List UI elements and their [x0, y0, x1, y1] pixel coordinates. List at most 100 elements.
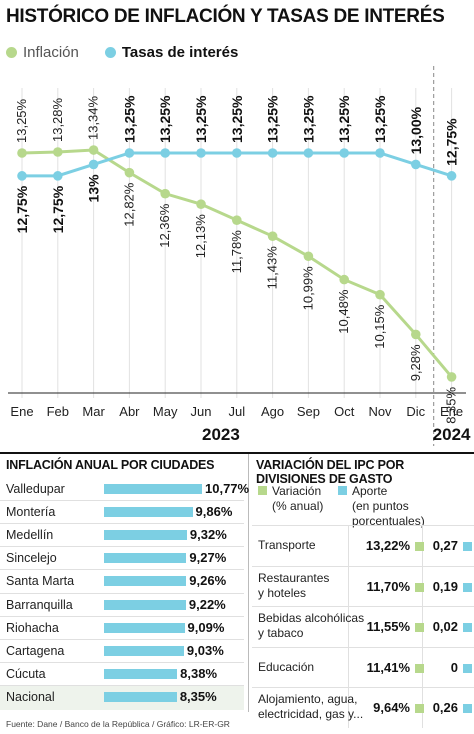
data-point-inflacion: [53, 147, 63, 157]
data-label-tasas: 12,75%: [444, 118, 460, 166]
city-bar: [104, 668, 178, 679]
city-value: 9,22%: [188, 596, 226, 612]
data-label-tasas: 13,25%: [157, 95, 173, 143]
ipc-category: Educación: [258, 659, 315, 674]
x-tick-label: Mar: [82, 404, 105, 419]
x-tick-label: Ago: [261, 404, 284, 419]
city-name: Sincelejo: [6, 551, 57, 566]
city-value: 8,38%: [180, 665, 218, 681]
city-row-separator: [0, 569, 244, 571]
x-tick-label: May: [153, 404, 178, 419]
ipc-legend-aporte: Aporte (en puntos porcentuales): [338, 484, 474, 529]
city-name: Cúcuta: [6, 666, 46, 681]
city-row: Santa Marta 9,26%: [0, 570, 244, 592]
data-label-inflacion: 13,28%: [50, 97, 65, 142]
data-point-tasas: [160, 148, 170, 158]
data-label-tasas: 13,25%: [229, 95, 245, 143]
x-tick-label: Nov: [368, 404, 392, 419]
city-name: Cartagena: [6, 643, 65, 658]
chart-legend: Inflación Tasas de interés: [6, 44, 264, 61]
x-tick-label: Ene: [440, 404, 463, 419]
city-value: 9,27%: [189, 550, 227, 566]
legend-item-tasas: Tasas de interés: [104, 44, 239, 61]
x-tick-label: Dic: [406, 404, 425, 419]
city-bar: [104, 530, 187, 541]
city-bar: [104, 553, 187, 564]
data-label-tasas: 13,25%: [336, 95, 352, 143]
data-label-inflacion: 13,25%: [14, 98, 29, 143]
x-tick-label: Jul: [228, 404, 245, 419]
data-point-inflacion: [17, 148, 27, 158]
legend-swatch-variacion: [258, 486, 267, 495]
data-label-inflacion: 11,78%: [229, 230, 244, 274]
city-row: Riohacha 9,09%: [0, 617, 244, 639]
city-row-separator: [0, 615, 244, 617]
city-name: Nacional: [6, 689, 55, 704]
aporte-marker: [463, 704, 472, 713]
x-tick-label: Ene: [10, 404, 33, 419]
x-tick-label: Abr: [119, 404, 140, 419]
data-point-inflacion: [124, 167, 135, 178]
x-tick-label: Oct: [334, 404, 355, 419]
data-point-tasas: [446, 171, 457, 181]
city-value: 9,26%: [189, 573, 227, 589]
data-label-tasas: 13,25%: [372, 95, 388, 143]
aporte-marker: [463, 542, 472, 551]
city-name: Montería: [6, 505, 56, 520]
city-row: Cartagena 9,03%: [0, 640, 244, 662]
city-value: 9,09%: [187, 619, 225, 635]
data-label-inflacion: 11,43%: [265, 246, 280, 290]
ipc-row-separator: [252, 525, 474, 526]
city-row-separator: [0, 638, 244, 640]
data-point-inflacion: [339, 274, 350, 285]
ipc-variacion-value: 11,41%: [366, 659, 410, 675]
ipc-category: Alojamiento, agua, electricidad, gas y...: [258, 692, 364, 721]
data-label-inflacion: 10,15%: [372, 304, 387, 349]
ipc-title: VARIACIÓN DEL IPC POR DIVISIONES DE GAST…: [256, 458, 405, 486]
data-label-tasas: 12,75%: [50, 185, 66, 233]
city-name: Riohacha: [6, 620, 59, 635]
city-row: Montería 9,86%: [0, 501, 244, 523]
legend-swatch-aporte: [338, 486, 347, 495]
variacion-marker: [415, 704, 424, 713]
data-point-inflacion: [411, 329, 421, 340]
ipc-variacion-value: 11,55%: [366, 619, 410, 634]
data-label-inflacion: 10,48%: [336, 289, 351, 334]
data-point-inflacion: [375, 289, 385, 300]
ipc-category: Bebidas alcohólicas y tabaco: [258, 611, 365, 640]
city-value: 8,35%: [179, 688, 217, 704]
chart-title: HISTÓRICO DE INFLACIÓN Y TASAS DE INTERÉ…: [6, 6, 445, 27]
ipc-row: Bebidas alcohólicas y tabaco 11,55% 0,02: [252, 606, 474, 647]
city-row-separator: [0, 500, 244, 502]
data-label-inflacion: 9,28%: [408, 344, 423, 381]
data-label-inflacion: 12,82%: [121, 182, 136, 227]
data-label-tasas: 12,75%: [14, 185, 30, 233]
line-chart: 13,25% 13,28% 13,34% 12,82% 12,36% 12,13% 11,7…: [8, 66, 471, 446]
city-row-separator: [0, 523, 244, 525]
data-point-tasas: [53, 171, 63, 181]
city-value: 9,32%: [189, 527, 227, 543]
city-name: Barranquilla: [6, 597, 73, 612]
data-point-tasas: [267, 148, 278, 158]
city-bar: [104, 484, 202, 494]
data-point-tasas: [17, 171, 27, 181]
city-bar: [104, 645, 184, 656]
source-note: Fuente: Dane / Banco de la República / G…: [6, 719, 230, 729]
data-point-inflacion: [267, 231, 278, 241]
data-label-tasas: 13%: [86, 174, 102, 203]
city-row: Nacional 8,35%: [0, 686, 244, 708]
x-tick-label: Feb: [47, 404, 69, 419]
data-point-inflacion: [232, 215, 242, 225]
city-bar: [104, 691, 177, 702]
city-name: Medellín: [6, 528, 54, 543]
ipc-row: Educación 11,41% 0: [252, 647, 474, 688]
ipc-category: Restaurantes y hoteles: [258, 570, 330, 600]
data-point-inflacion: [303, 251, 314, 262]
city-value: 9,03%: [186, 642, 224, 658]
data-point-tasas: [375, 148, 385, 158]
legend-label-tasas: Tasas de interés: [121, 44, 239, 61]
city-row: Sincelejo 9,27%: [0, 547, 244, 569]
variacion-marker: [415, 542, 424, 551]
city-bar: [104, 507, 193, 518]
section-vertical-divider: [248, 454, 249, 712]
